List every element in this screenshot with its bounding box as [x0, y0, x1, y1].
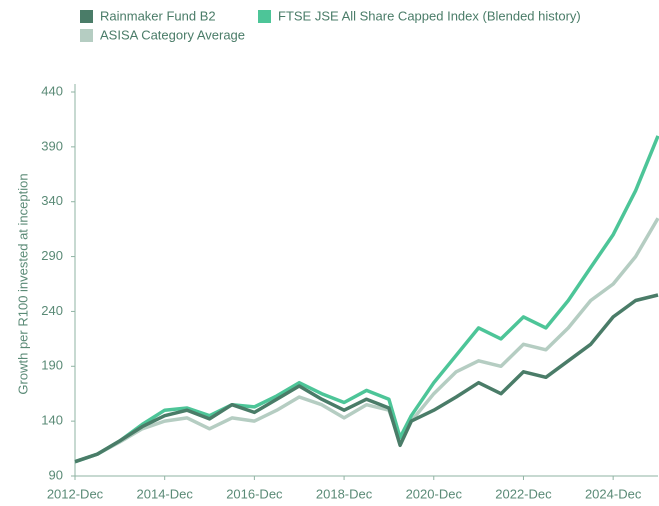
y-tick-label: 290	[41, 248, 63, 263]
legend-label: ASISA Category Average	[100, 27, 245, 42]
y-tick-label: 140	[41, 413, 63, 428]
x-tick-label: 2012-Dec	[47, 486, 104, 501]
y-tick-label: 340	[41, 193, 63, 208]
series-line	[74, 135, 659, 464]
legend-label: FTSE JSE All Share Capped Index (Blended…	[278, 8, 581, 23]
legend-swatch	[80, 29, 93, 42]
legend-swatch	[258, 10, 271, 23]
y-tick-label: 90	[49, 467, 63, 482]
x-tick-label: 2018-Dec	[316, 486, 373, 501]
y-tick-label: 390	[41, 138, 63, 153]
legend-label: Rainmaker Fund B2	[100, 8, 216, 23]
x-tick-label: 2022-Dec	[495, 486, 552, 501]
x-tick-label: 2024-Dec	[585, 486, 642, 501]
x-tick-label: 2014-Dec	[137, 486, 194, 501]
legend-swatch	[80, 10, 93, 23]
y-tick-label: 190	[41, 358, 63, 373]
x-tick-label: 2020-Dec	[406, 486, 463, 501]
y-axis-label: Growth per R100 invested at inception	[15, 173, 30, 394]
y-tick-label: 240	[41, 303, 63, 318]
x-tick-label: 2016-Dec	[226, 486, 283, 501]
series-line	[74, 217, 659, 464]
series-line	[74, 293, 659, 464]
y-tick-label: 440	[41, 83, 63, 98]
